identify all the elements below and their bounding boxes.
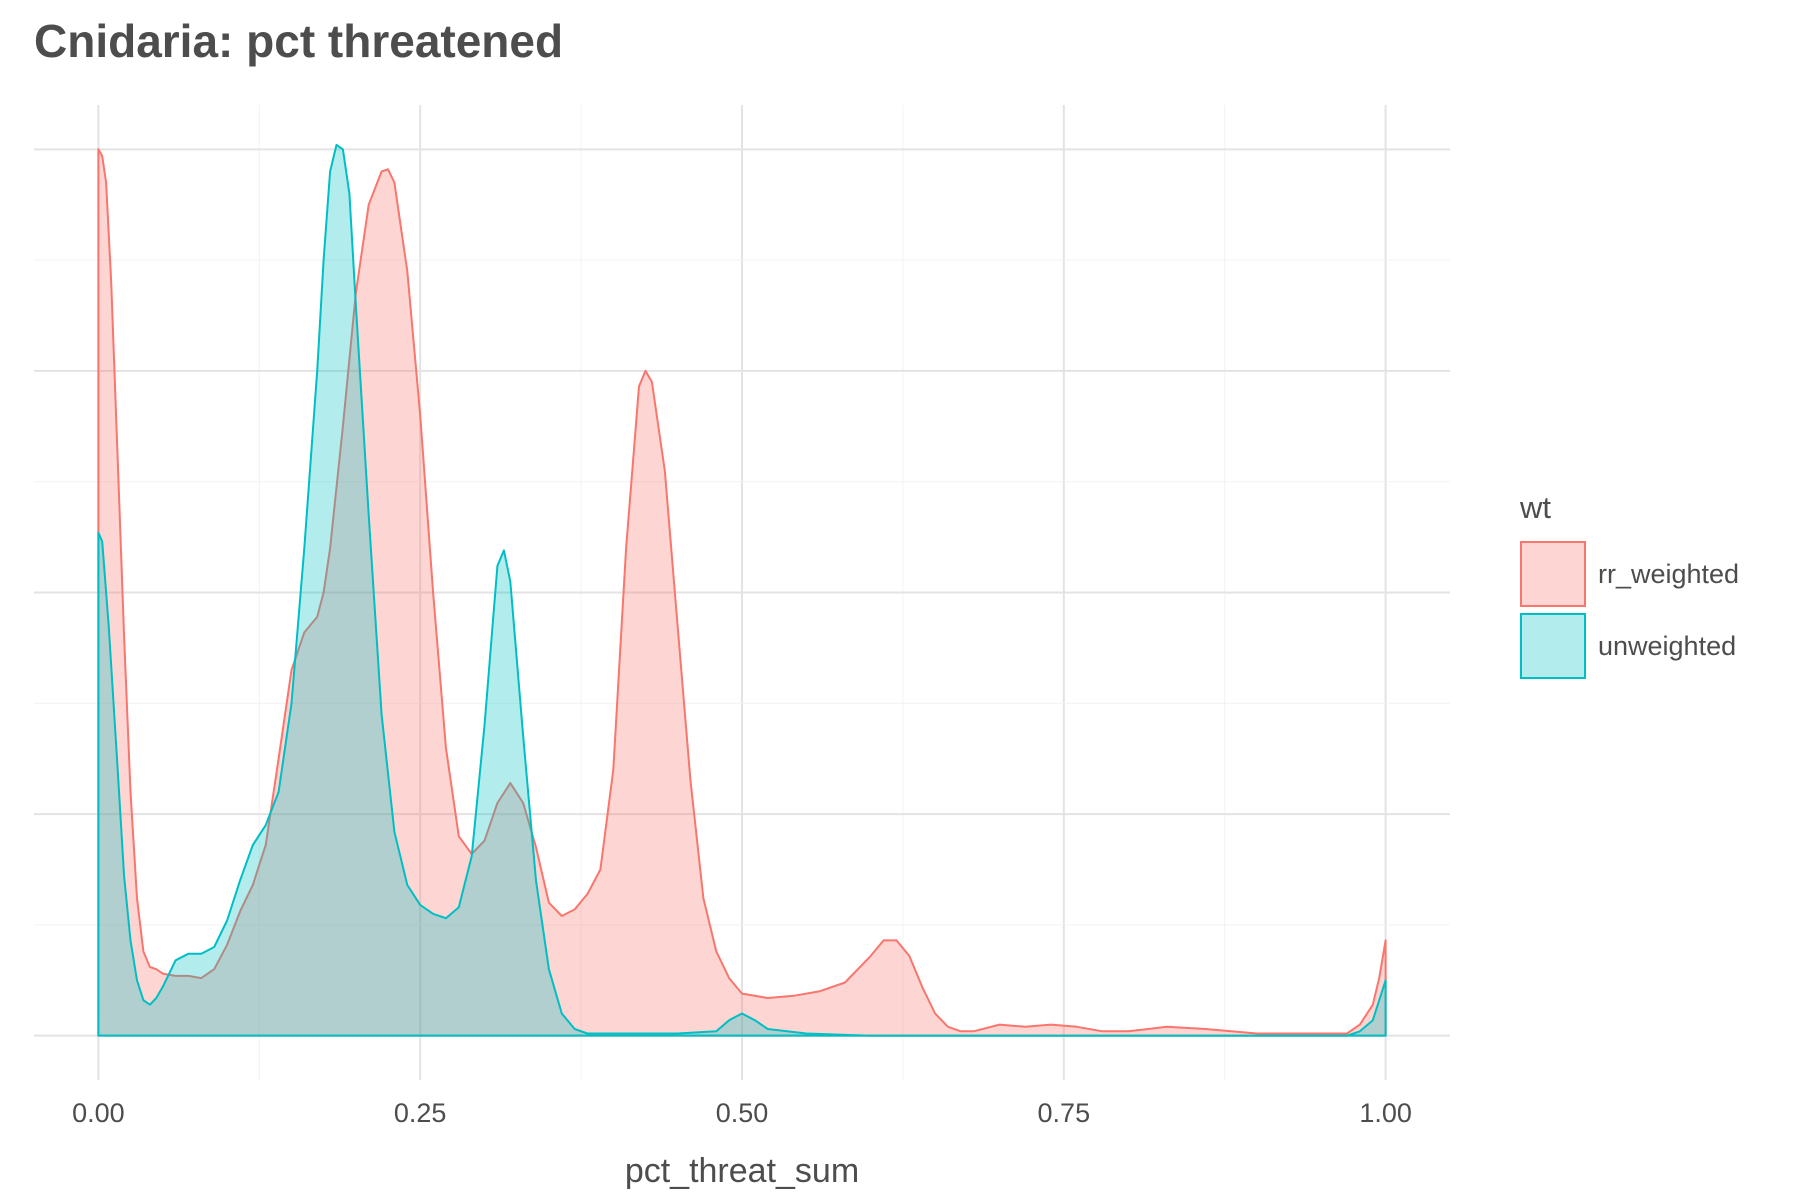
legend: wt rr_weighted unweighted [1520,490,1739,682]
legend-key-unweighted [1520,613,1586,679]
density-area-unweighted [97,143,1387,1037]
x-tick-label: 0.25 [394,1098,447,1128]
density-areas [97,143,1387,1037]
legend-title: wt [1520,490,1551,525]
legend-label-rr-weighted: rr_weighted [1598,558,1740,589]
x-tick-label: 0.75 [1038,1098,1091,1128]
x-tick-label: 0.00 [72,1098,125,1128]
chart-title: Cnidaria: pct threatened [34,15,564,67]
x-axis-title: pct_threat_sum [625,1152,859,1190]
legend-item-unweighted: unweighted [1520,610,1739,682]
density-area-rr-weighted [97,148,1387,1037]
x-axis-ticks: 0.00 0.25 0.50 0.75 1.00 [72,1098,1412,1128]
legend-key-rr-weighted [1520,541,1586,607]
legend-label-unweighted: unweighted [1598,630,1737,661]
x-tick-label: 1.00 [1359,1098,1412,1128]
x-tick-label: 0.50 [716,1098,769,1128]
legend-item-rr-weighted: rr_weighted [1520,538,1739,610]
